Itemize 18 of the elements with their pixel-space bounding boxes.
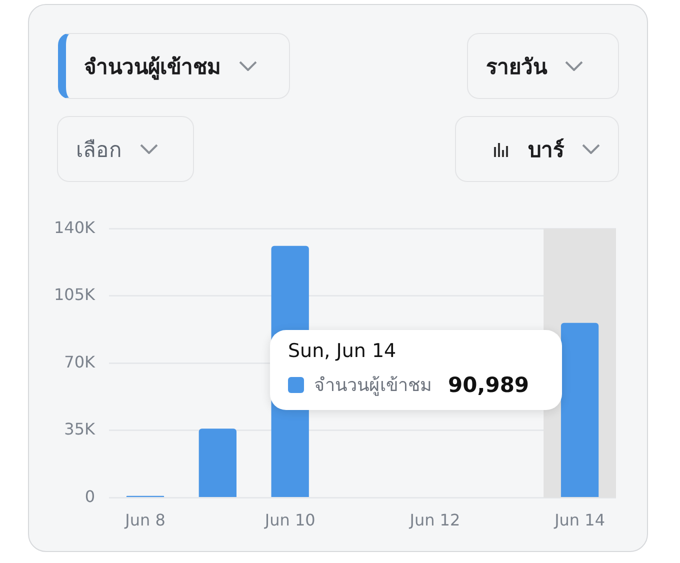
text: รายวัน xyxy=(486,54,547,80)
x-tick-label: Jun 12 xyxy=(408,510,460,530)
x-tick-label: Jun 8 xyxy=(124,510,166,530)
annotation: 90,989 xyxy=(448,372,530,396)
y-tick-label: 105K xyxy=(54,285,96,304)
text: จำนวนผู้เข้าชม xyxy=(84,54,221,82)
text: เลือก xyxy=(76,136,122,164)
bar xyxy=(198,428,236,498)
text: บาร์ xyxy=(528,136,564,164)
legend-label: จำนวนผู้เข้าชม xyxy=(314,374,432,398)
y-tick-label: 0 xyxy=(84,486,96,506)
annotation: Sun, Jun 14 xyxy=(288,340,398,362)
y-tick-label: 35K xyxy=(64,420,96,439)
bar xyxy=(560,322,599,498)
y-tick-label: 140K xyxy=(54,218,96,237)
x-tick-label: Jun 10 xyxy=(264,510,316,530)
x-tick-label: Jun 14 xyxy=(554,510,606,530)
y-tick-label: 70K xyxy=(64,352,96,372)
